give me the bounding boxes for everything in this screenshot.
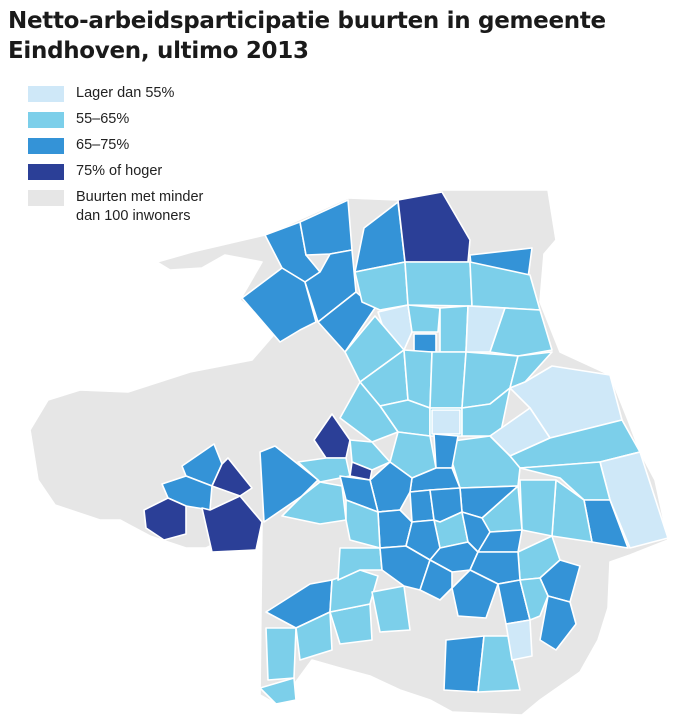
buurt-fw-5 — [201, 495, 263, 553]
buurt-w-8 — [281, 481, 347, 525]
legend-label-minder-dan-100-line-2: dan 100 inwoners — [76, 208, 191, 224]
buurt-s-11 — [451, 569, 499, 619]
legend-swatch-55-65 — [28, 112, 64, 128]
buurt-m-10 — [461, 387, 511, 437]
buurt-w-2 — [313, 413, 351, 459]
buurt-s-15 — [505, 619, 533, 661]
buurt-s-7 — [337, 547, 383, 581]
legend-label-75-of-hoger: 75% of hoger — [76, 163, 163, 179]
legend-item-75-of-hoger: 75% of hoger — [28, 162, 288, 188]
buurt-w-9 — [345, 499, 381, 549]
buurt-s-10 — [419, 559, 453, 601]
buurt-n-2 — [397, 191, 471, 263]
buurt-s-17 — [539, 595, 577, 651]
buurt-s-5 — [259, 677, 297, 705]
buurt-s-13 — [477, 635, 521, 693]
legend-label-65-75: 65–75% — [76, 137, 130, 153]
legend-item-minder-dan-100: Buurten met minder dan 100 inwoners — [28, 188, 288, 224]
buurt-s-12 — [443, 635, 485, 693]
buurt-m-4 — [429, 351, 467, 409]
legend-label-55-65: 55–65% — [76, 111, 130, 127]
buurt-w-7 — [259, 445, 319, 523]
buurt-n-8 — [439, 305, 469, 353]
buurt-w-1 — [339, 381, 399, 443]
map-title-line-2: Eindhoven, ultimo 2013 — [8, 38, 309, 64]
legend-item-lager-dan-55: Lager dan 55% — [28, 84, 288, 110]
map-title-line-1: Netto-arbeidsparticipatie buurten in gem… — [8, 8, 606, 34]
legend-item-65-75: 65–75% — [28, 136, 288, 162]
buurt-fw-2 — [211, 457, 253, 497]
buurt-w-3 — [349, 439, 391, 471]
buurt-n-7 — [407, 304, 441, 333]
buurt-s-2 — [265, 627, 297, 681]
buurt-n-10 — [489, 307, 553, 357]
legend-swatch-minder-dan-100 — [28, 190, 64, 206]
buurt-m-9 — [431, 409, 461, 435]
legend-swatch-75-of-hoger — [28, 164, 64, 180]
legend-item-55-65: 55–65% — [28, 110, 288, 136]
buurt-nw-3 — [241, 267, 317, 343]
buurt-n-11 — [413, 333, 437, 353]
buurt-s-18 — [519, 577, 549, 621]
legend-label-lager-dan-55: Lager dan 55% — [76, 85, 175, 101]
buurt-n-4 — [404, 261, 473, 307]
legend-label-minder-dan-100-line-1: Buurten met minder — [76, 189, 204, 205]
map-title: Netto-arbeidsparticipatie buurten in gem… — [8, 6, 668, 66]
legend-swatch-65-75 — [28, 138, 64, 154]
buurt-s-3 — [295, 611, 333, 661]
buurt-s-8 — [371, 585, 411, 633]
buurt-fw-4 — [143, 497, 187, 541]
legend-swatch-lager-dan-55 — [28, 86, 64, 102]
buurt-e-8 — [519, 479, 557, 537]
map-legend: Lager dan 55% 55–65% 65–75% 75% of hoger… — [28, 84, 288, 224]
